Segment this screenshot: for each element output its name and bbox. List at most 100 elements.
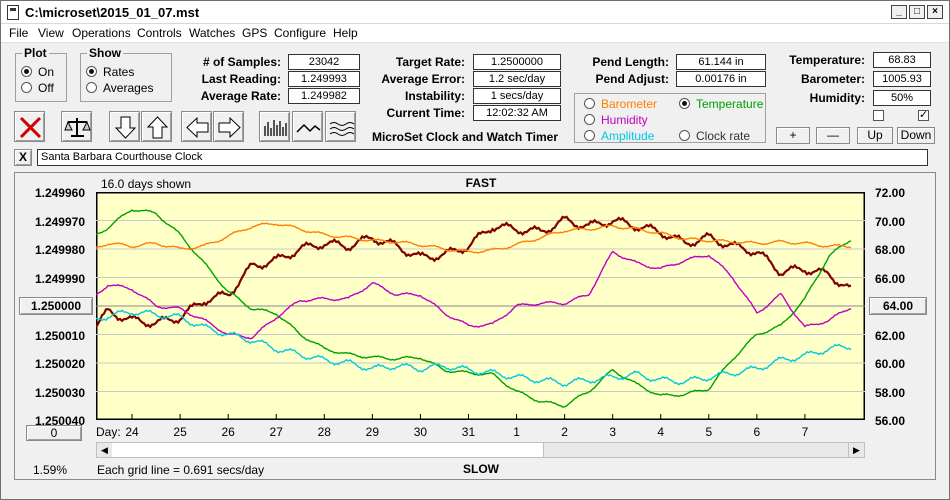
offset-button[interactable]: 0 [26,425,82,441]
temperature-radio[interactable]: Temperature [679,97,763,111]
balance-scale-icon [64,118,91,137]
average-rate-label: Average Rate: [200,89,281,103]
target-rate-label: Target Rate: [395,55,465,69]
wave-view-button[interactable] [325,111,356,142]
menu-help[interactable]: Help [333,26,358,40]
amplitude-radio[interactable]: Amplitude [584,129,654,143]
series-amplitude [96,309,852,387]
pend-adjust-value: 0.00176 in [676,71,766,87]
slow-label: SLOW [463,462,499,476]
day-label: 2 [561,425,568,439]
temperature-label: Temperature: [789,53,865,67]
instability-label: Instability: [404,89,465,103]
show-group-title: Show [87,46,123,60]
radio-dot-icon [21,66,32,77]
menu-file[interactable]: File [9,26,29,40]
plot-on-radio[interactable]: On [21,65,54,79]
target-rate-value[interactable]: 1.2500000 [473,54,561,70]
series-rate [96,215,852,329]
last-reading-label: Last Reading: [201,72,281,86]
days-shown: 16.0 days shown [101,177,192,191]
arrow-right-button[interactable] [213,111,244,142]
bar-chart-icon [264,120,287,136]
center-rate-button[interactable]: 1.250000 [19,297,93,315]
right-tick-label: 68.00 [875,243,906,257]
left-tick-label: 1.249960 [34,186,85,200]
radio-dot-icon [21,82,32,93]
fast-label: FAST [465,176,497,190]
right-tick-label: 62.00 [875,328,906,343]
arrow-right-icon [218,116,241,139]
plot-group-title: Plot [22,46,49,60]
day-label: 26 [221,425,235,439]
radio-dot-icon [86,82,97,93]
wave-icon [329,122,355,136]
plot-off-radio[interactable]: Off [21,81,54,95]
balance-button[interactable] [61,111,92,142]
instability-value: 1 secs/day [473,88,561,104]
day-label: 25 [173,425,187,439]
show-averages-radio[interactable]: Averages [86,81,153,95]
day-label: 28 [317,425,331,439]
right-checkbox[interactable]: ✓ [918,109,929,121]
menu-view[interactable]: View [38,26,64,40]
right-tick-label: 58.00 [875,385,906,400]
temperature-value: 68.83 [873,52,931,68]
right-tick-label: 56.00 [875,414,906,428]
clock-close-button[interactable]: X [14,149,32,166]
radio-dot-icon [86,66,97,77]
window-title: C:\microset\2015_01_07.mst [25,5,200,20]
clock-rate-radio[interactable]: Clock rate [679,129,750,143]
left-checkbox[interactable] [873,110,884,121]
day-axis-label: Day: [96,425,121,439]
arrow-up-button[interactable] [141,111,172,142]
menu-watches[interactable]: Watches [189,26,236,40]
maximize-icon[interactable]: □ [909,5,925,19]
arrow-down-button[interactable] [109,111,140,142]
scroll-thumb[interactable] [112,443,544,457]
minimize-icon[interactable]: _ [891,5,907,19]
line-view-button[interactable] [292,111,323,142]
clear-button[interactable] [14,111,45,142]
barometer-radio[interactable]: Barometer [584,97,657,111]
day-label: 31 [461,425,476,439]
right-tick-label: 72.00 [875,186,906,200]
show-rates-radio[interactable]: Rates [86,65,134,79]
minus-button[interactable]: — [816,127,850,144]
radio-dot-icon [584,98,595,109]
last-reading-value: 1.249993 [288,71,360,87]
day-label: 1 [513,425,520,439]
scroll-right-icon[interactable]: ▶ [848,443,864,457]
grid-note: Each grid line = 0.691 secs/day [97,463,265,477]
average-error-label: Average Error: [381,72,465,86]
chart-scrollbar[interactable]: ◀ ▶ [96,442,865,458]
plus-button[interactable]: + [776,127,810,144]
pend-length-value[interactable]: 61.144 in [676,54,766,70]
percent-label: 1.59% [33,463,68,477]
center-temp-button[interactable]: 64.00 [869,297,927,315]
menu-gps[interactable]: GPS [242,26,268,40]
average-rate-value: 1.249982 [288,88,360,104]
plot-group: Plot [15,46,67,102]
arrow-up-icon [146,116,169,139]
close-icon[interactable]: × [927,5,943,19]
pend-length-label: Pend Length: [592,55,669,69]
menu-controls[interactable]: Controls [137,26,182,40]
up-button[interactable]: Up [857,127,893,144]
right-tick-label: 70.00 [875,214,906,229]
barometer-value: 1005.93 [873,71,931,87]
down-button[interactable]: Down [897,127,935,144]
menu-configure[interactable]: Configure [274,26,327,40]
menu-operations[interactable]: Operations [72,26,131,40]
day-label: 29 [365,425,380,439]
bars-view-button[interactable] [259,111,290,142]
scroll-left-icon[interactable]: ◀ [97,443,113,457]
arrow-left-button[interactable] [181,111,212,142]
radio-dot-icon [679,130,690,141]
show-group: Show [80,46,172,102]
humidity-radio[interactable]: Humidity [584,113,648,127]
day-label: 30 [413,425,428,439]
day-label: 27 [269,425,283,439]
clock-name-field[interactable]: Santa Barbara Courthouse Clock [37,149,928,166]
